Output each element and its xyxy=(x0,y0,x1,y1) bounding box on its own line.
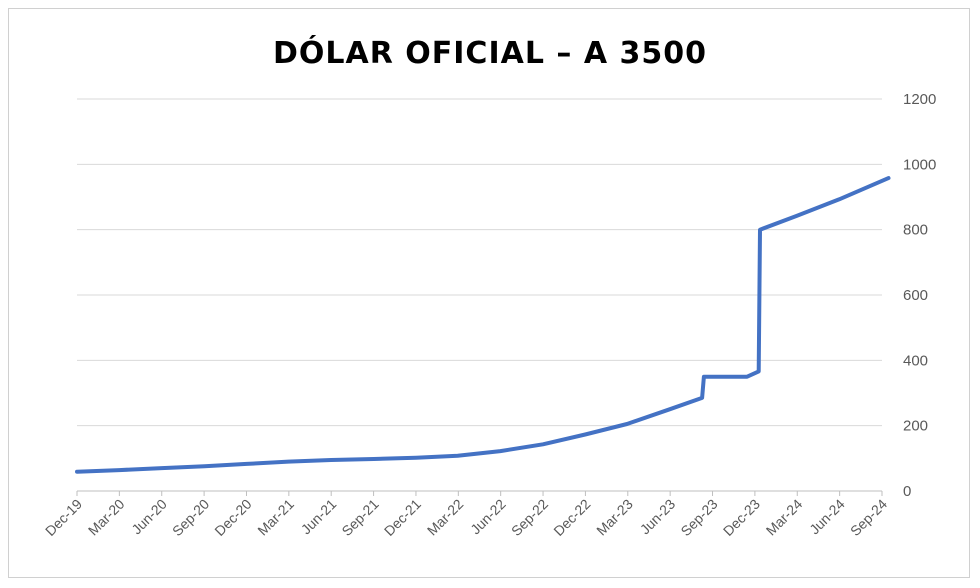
x-tick-label: Dec-19 xyxy=(42,496,85,539)
x-tick-label: Sep-20 xyxy=(169,496,212,539)
x-tick-label: Jun-20 xyxy=(128,496,170,538)
x-tick-label: Sep-24 xyxy=(847,496,890,539)
x-tick-label: Dec-23 xyxy=(720,496,763,539)
x-tick-label: Jun-22 xyxy=(467,496,509,538)
x-tick-label: Dec-21 xyxy=(381,496,424,539)
x-tick-label: Dec-22 xyxy=(550,496,593,539)
y-tick-label: 1200 xyxy=(903,91,936,108)
y-tick-label: 1000 xyxy=(903,156,936,173)
y-tick-label: 200 xyxy=(903,418,928,435)
x-tick-label: Sep-23 xyxy=(677,496,720,539)
x-tick-label: Sep-21 xyxy=(338,496,381,539)
x-tick-label: Jun-23 xyxy=(637,496,679,538)
x-axis-ticks: Dec-19 Mar-20 Jun-20 Sep-20 Dec-20 Mar-21 Jun-… xyxy=(42,491,890,539)
x-tick-label: Sep-22 xyxy=(508,496,551,539)
x-tick-label: Jun-24 xyxy=(806,496,848,538)
x-tick-label: Mar-23 xyxy=(593,496,636,539)
y-tick-label: 0 xyxy=(903,483,911,500)
y-tick-label: 800 xyxy=(903,222,928,239)
series-line xyxy=(75,176,891,474)
series-group xyxy=(75,176,891,474)
x-tick-label: Mar-21 xyxy=(254,496,297,539)
y-tick-label: 600 xyxy=(903,287,928,304)
x-tick-label: Dec-20 xyxy=(211,496,254,539)
y-axis-ticks: 0 200 400 600 800 1000 1200 xyxy=(903,91,936,500)
x-tick-label: Mar-20 xyxy=(85,496,128,539)
chart-frame xyxy=(8,8,970,578)
x-tick-label: Mar-22 xyxy=(424,496,467,539)
x-tick-label: Jun-21 xyxy=(298,496,340,538)
chart-title: DÓLAR OFICIAL – A 3500 xyxy=(272,36,707,71)
gridlines xyxy=(77,98,882,492)
x-tick-label: Mar-24 xyxy=(763,496,806,539)
y-tick-label: 400 xyxy=(903,352,928,369)
